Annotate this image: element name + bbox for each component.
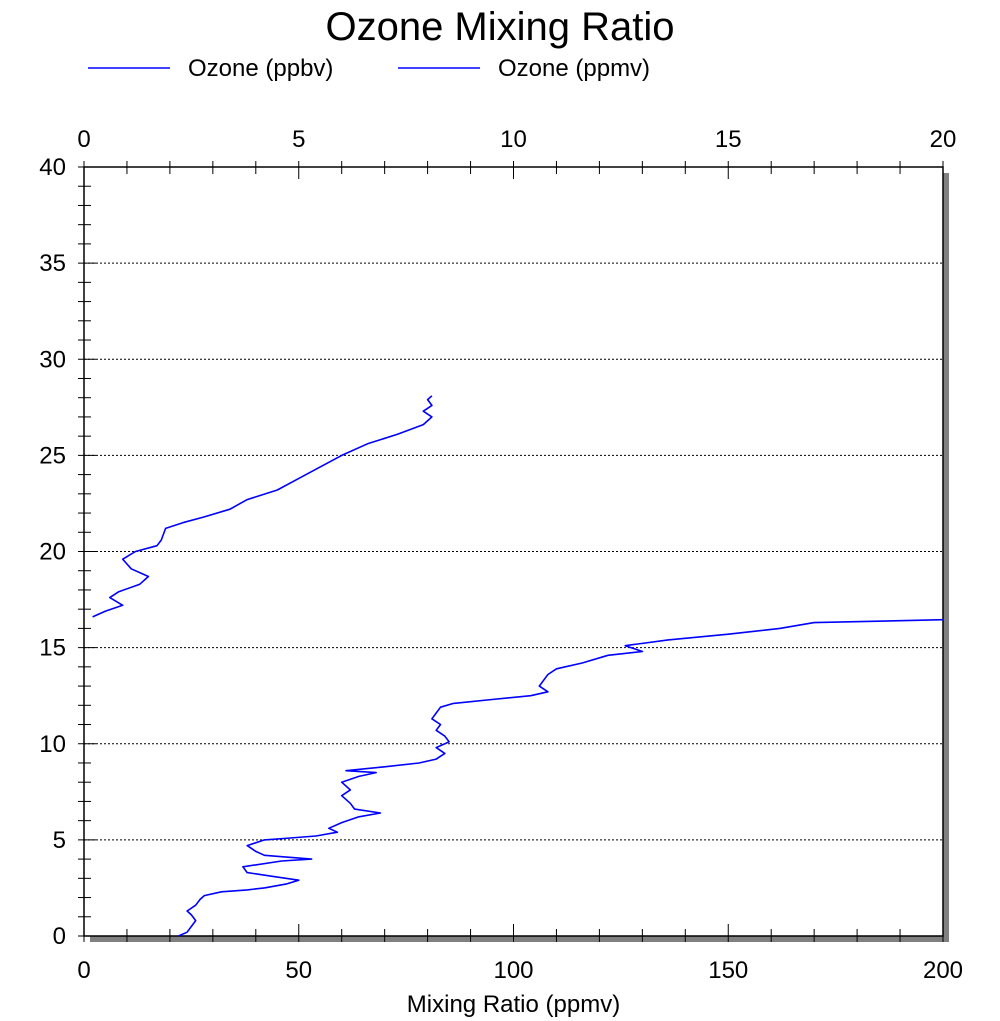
y-tick-label: 20 xyxy=(39,539,66,566)
chart-title: Ozone Mixing Ratio xyxy=(325,5,674,49)
x-top-tick-label: 0 xyxy=(77,126,90,153)
y-tick-label: 10 xyxy=(39,731,66,758)
x-top-tick-label: 10 xyxy=(500,126,527,153)
legend-label-ozone-ppbv: Ozone (ppbv) xyxy=(188,55,333,82)
x-top-tick-label: 5 xyxy=(292,126,305,153)
x-bottom-tick-label: 100 xyxy=(493,957,533,984)
series-line-ozone-ppmv xyxy=(92,395,433,618)
x-bottom-tick-label: 200 xyxy=(923,957,963,984)
x-top-tick-label: 15 xyxy=(715,126,742,153)
x-bottom-tick-label: 0 xyxy=(77,957,90,984)
plot-shadow-bottom xyxy=(90,936,949,942)
y-tick-label: 30 xyxy=(39,346,66,373)
y-tick-label: 15 xyxy=(39,635,66,662)
legend: Ozone (ppbv) Ozone (ppmv) xyxy=(88,55,650,82)
x-bottom-tick-label: 150 xyxy=(708,957,748,984)
y-tick-label: 5 xyxy=(53,827,66,854)
legend-label-ozone-ppmv: Ozone (ppmv) xyxy=(498,55,650,82)
y-tick-label: 25 xyxy=(39,442,66,469)
plot-area: 0 5 10 15 20 25 30 35 40 0 50 100 150 200 0 5 10 15 20 Mixi… xyxy=(39,126,963,1018)
y-tick-label: 35 xyxy=(39,250,66,277)
x-axis-label: Mixing Ratio (ppmv) xyxy=(407,991,620,1018)
y-tick-label: 40 xyxy=(39,154,66,181)
x-bottom-tick-label: 50 xyxy=(285,957,312,984)
series-line-ozone-ppbv xyxy=(178,618,944,937)
x-top-tick-label: 20 xyxy=(930,126,957,153)
plot-shadow-right xyxy=(943,173,949,942)
y-tick-label: 0 xyxy=(53,923,66,950)
